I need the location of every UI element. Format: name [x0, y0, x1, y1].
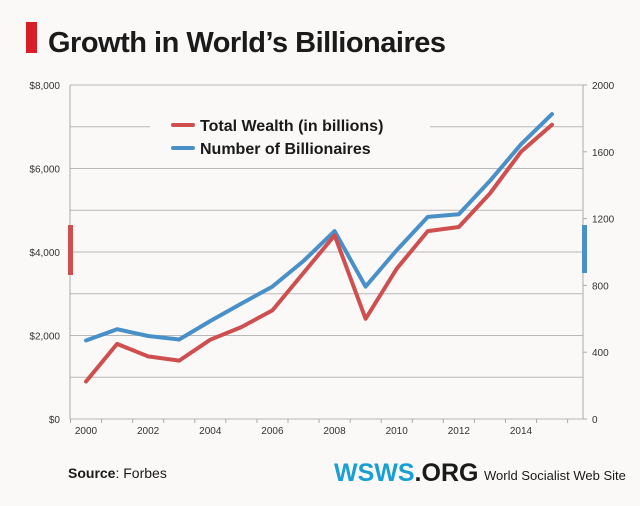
chart-title: Growth in World’s Billionaires — [48, 27, 446, 59]
site-name: World Socialist Web Site — [484, 468, 626, 483]
y-left-tick-label: $8,000 — [29, 81, 60, 92]
y-right-tick-label: 0 — [592, 415, 598, 426]
title-accent-bar — [26, 22, 37, 53]
legend-label-wealth: Total Wealth (in billions) — [200, 118, 383, 135]
wealth-point — [395, 267, 399, 271]
x-tick-label: 2014 — [510, 426, 533, 437]
billionaires-point — [550, 112, 554, 116]
x-tick-label: 2004 — [199, 426, 222, 437]
wealth-point — [146, 354, 150, 358]
series-lines — [84, 112, 554, 384]
billionaires-point — [364, 285, 368, 289]
wealth-point — [333, 233, 337, 237]
billionaires-point — [239, 302, 243, 306]
y-right-tick-label: 1200 — [592, 215, 615, 226]
right-axis-color-marker — [582, 225, 587, 273]
wealth-point — [364, 317, 368, 321]
billionaires-point — [301, 259, 305, 263]
billionaires-point — [519, 142, 523, 146]
wealth-point — [84, 380, 88, 384]
wealth-point — [488, 192, 492, 196]
y-left-tick-label: $6,000 — [29, 165, 60, 176]
wealth-point — [519, 150, 523, 154]
wealth-point — [115, 342, 119, 346]
wealth-line — [84, 122, 554, 384]
billionaires-point — [84, 339, 88, 343]
logo-org: .ORG — [415, 459, 479, 487]
billionaires-point — [115, 327, 119, 331]
y-left-tick-label: $4,000 — [29, 248, 60, 259]
billionaires-point — [333, 229, 337, 233]
x-tick-label: 2006 — [261, 426, 284, 437]
wealth-point — [239, 325, 243, 329]
wealth-point — [426, 229, 430, 233]
legend-background — [150, 118, 430, 136]
left-axis-color-marker — [68, 225, 73, 275]
x-tick-label: 2000 — [75, 426, 98, 437]
y-right-tick-label: 1600 — [592, 148, 615, 159]
wealth-point — [177, 359, 181, 363]
y-right-tick-label: 800 — [592, 281, 609, 292]
wealth-point — [301, 271, 305, 275]
wealth-point — [550, 123, 554, 127]
y-right-tick-label: 400 — [592, 348, 609, 359]
billionaires-point — [395, 248, 399, 252]
wsws-logo: WSWS.ORG — [334, 459, 478, 487]
x-tick-label: 2002 — [137, 426, 160, 437]
billionaires-point — [270, 285, 274, 289]
billionaires-line — [84, 112, 554, 343]
billionaires-point — [426, 215, 430, 219]
wealth-point — [457, 225, 461, 229]
axes: $0 $2,000 $4,000 $6,000 $8,000 0 400 800 1200 160… — [29, 81, 614, 437]
legend-label-billionaires: Number of Billionaires — [200, 141, 371, 158]
y-left-tick-label: $2,000 — [29, 332, 60, 343]
x-tick-label: 2012 — [448, 426, 471, 437]
x-tick-label: 2010 — [386, 426, 409, 437]
billionaires-point — [146, 334, 150, 338]
source-value: : Forbes — [115, 465, 166, 481]
billionaires-point — [457, 212, 461, 216]
wealth-point — [270, 308, 274, 312]
y-right-tick-label: 2000 — [592, 81, 615, 92]
y-left-tick-label: $0 — [49, 415, 61, 426]
source-note: Source: Forbes — [68, 465, 167, 481]
x-tick-label: 2008 — [323, 426, 346, 437]
wealth-point — [208, 338, 212, 342]
billionaires-point — [208, 319, 212, 323]
source-label: Source — [68, 465, 116, 481]
billionaires-point — [177, 338, 181, 342]
legend: Total Wealth (in billions) Number of Bil… — [171, 118, 383, 158]
billionaires-point — [488, 179, 492, 183]
logo-wsws: WSWS — [334, 459, 415, 487]
